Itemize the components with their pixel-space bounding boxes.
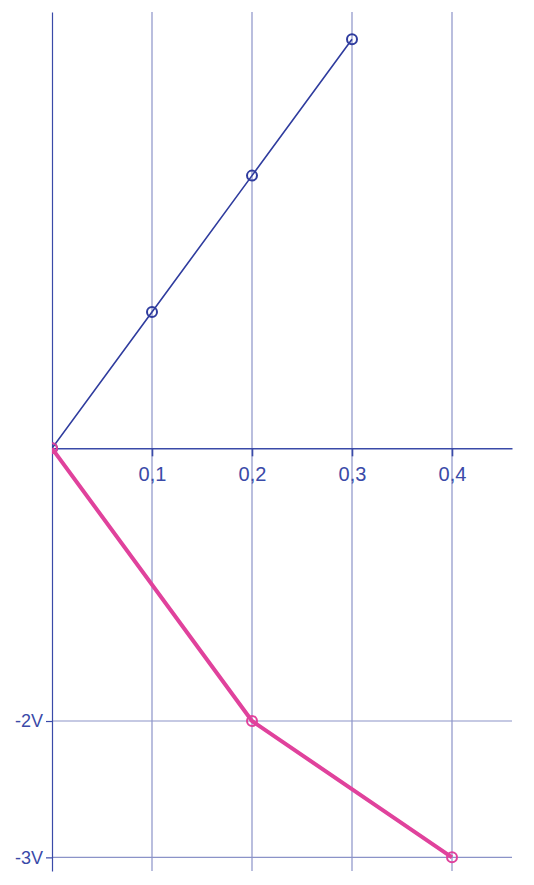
y-tick-label: -2V (15, 711, 43, 731)
series-line (52, 39, 352, 448)
series-point (147, 307, 157, 317)
y-tick: -2V (15, 711, 52, 731)
x-tick-mark (452, 448, 454, 456)
y-tick-mark (46, 857, 52, 858)
series-point (247, 716, 257, 726)
grid (52, 12, 512, 871)
y-tick: -3V (15, 848, 52, 868)
y-tick-label: -3V (15, 848, 43, 868)
grid-line (52, 857, 512, 858)
x-axis: 0,1 0,2 0,3 0,4 (53, 448, 513, 485)
x-tick: 0,3 (339, 448, 367, 485)
grid-line (451, 12, 452, 871)
series-point (447, 852, 457, 862)
plot: 0,1 0,2 0,3 0,4 -3V -2V (15, 12, 513, 872)
grid-line (251, 12, 252, 871)
x-tick-label: 0,3 (339, 463, 367, 485)
x-tick: 0,4 (439, 448, 467, 485)
y-axis: -3V -2V (15, 13, 53, 872)
x-tick-mark (252, 448, 254, 456)
x-tick: 0,1 (139, 448, 167, 485)
series-point (347, 34, 357, 44)
x-tick-mark (152, 448, 154, 456)
series-point (247, 171, 257, 181)
x-tick-label: 0,4 (439, 463, 467, 485)
grid-line (151, 12, 152, 871)
grid-line (351, 12, 352, 871)
y-tick-mark (46, 721, 52, 722)
y-axis-line (52, 13, 53, 872)
chart: 0,1 0,2 0,3 0,4 -3V -2V (0, 0, 534, 885)
x-tick-label: 0,2 (239, 463, 267, 485)
x-axis-line (53, 448, 513, 450)
x-tick-label: 0,1 (139, 463, 167, 485)
series-line (52, 448, 452, 857)
x-tick: 0,2 (239, 448, 267, 485)
x-tick-mark (352, 448, 354, 456)
marks (52, 34, 457, 862)
series-point (52, 443, 57, 453)
grid-line (52, 720, 512, 721)
